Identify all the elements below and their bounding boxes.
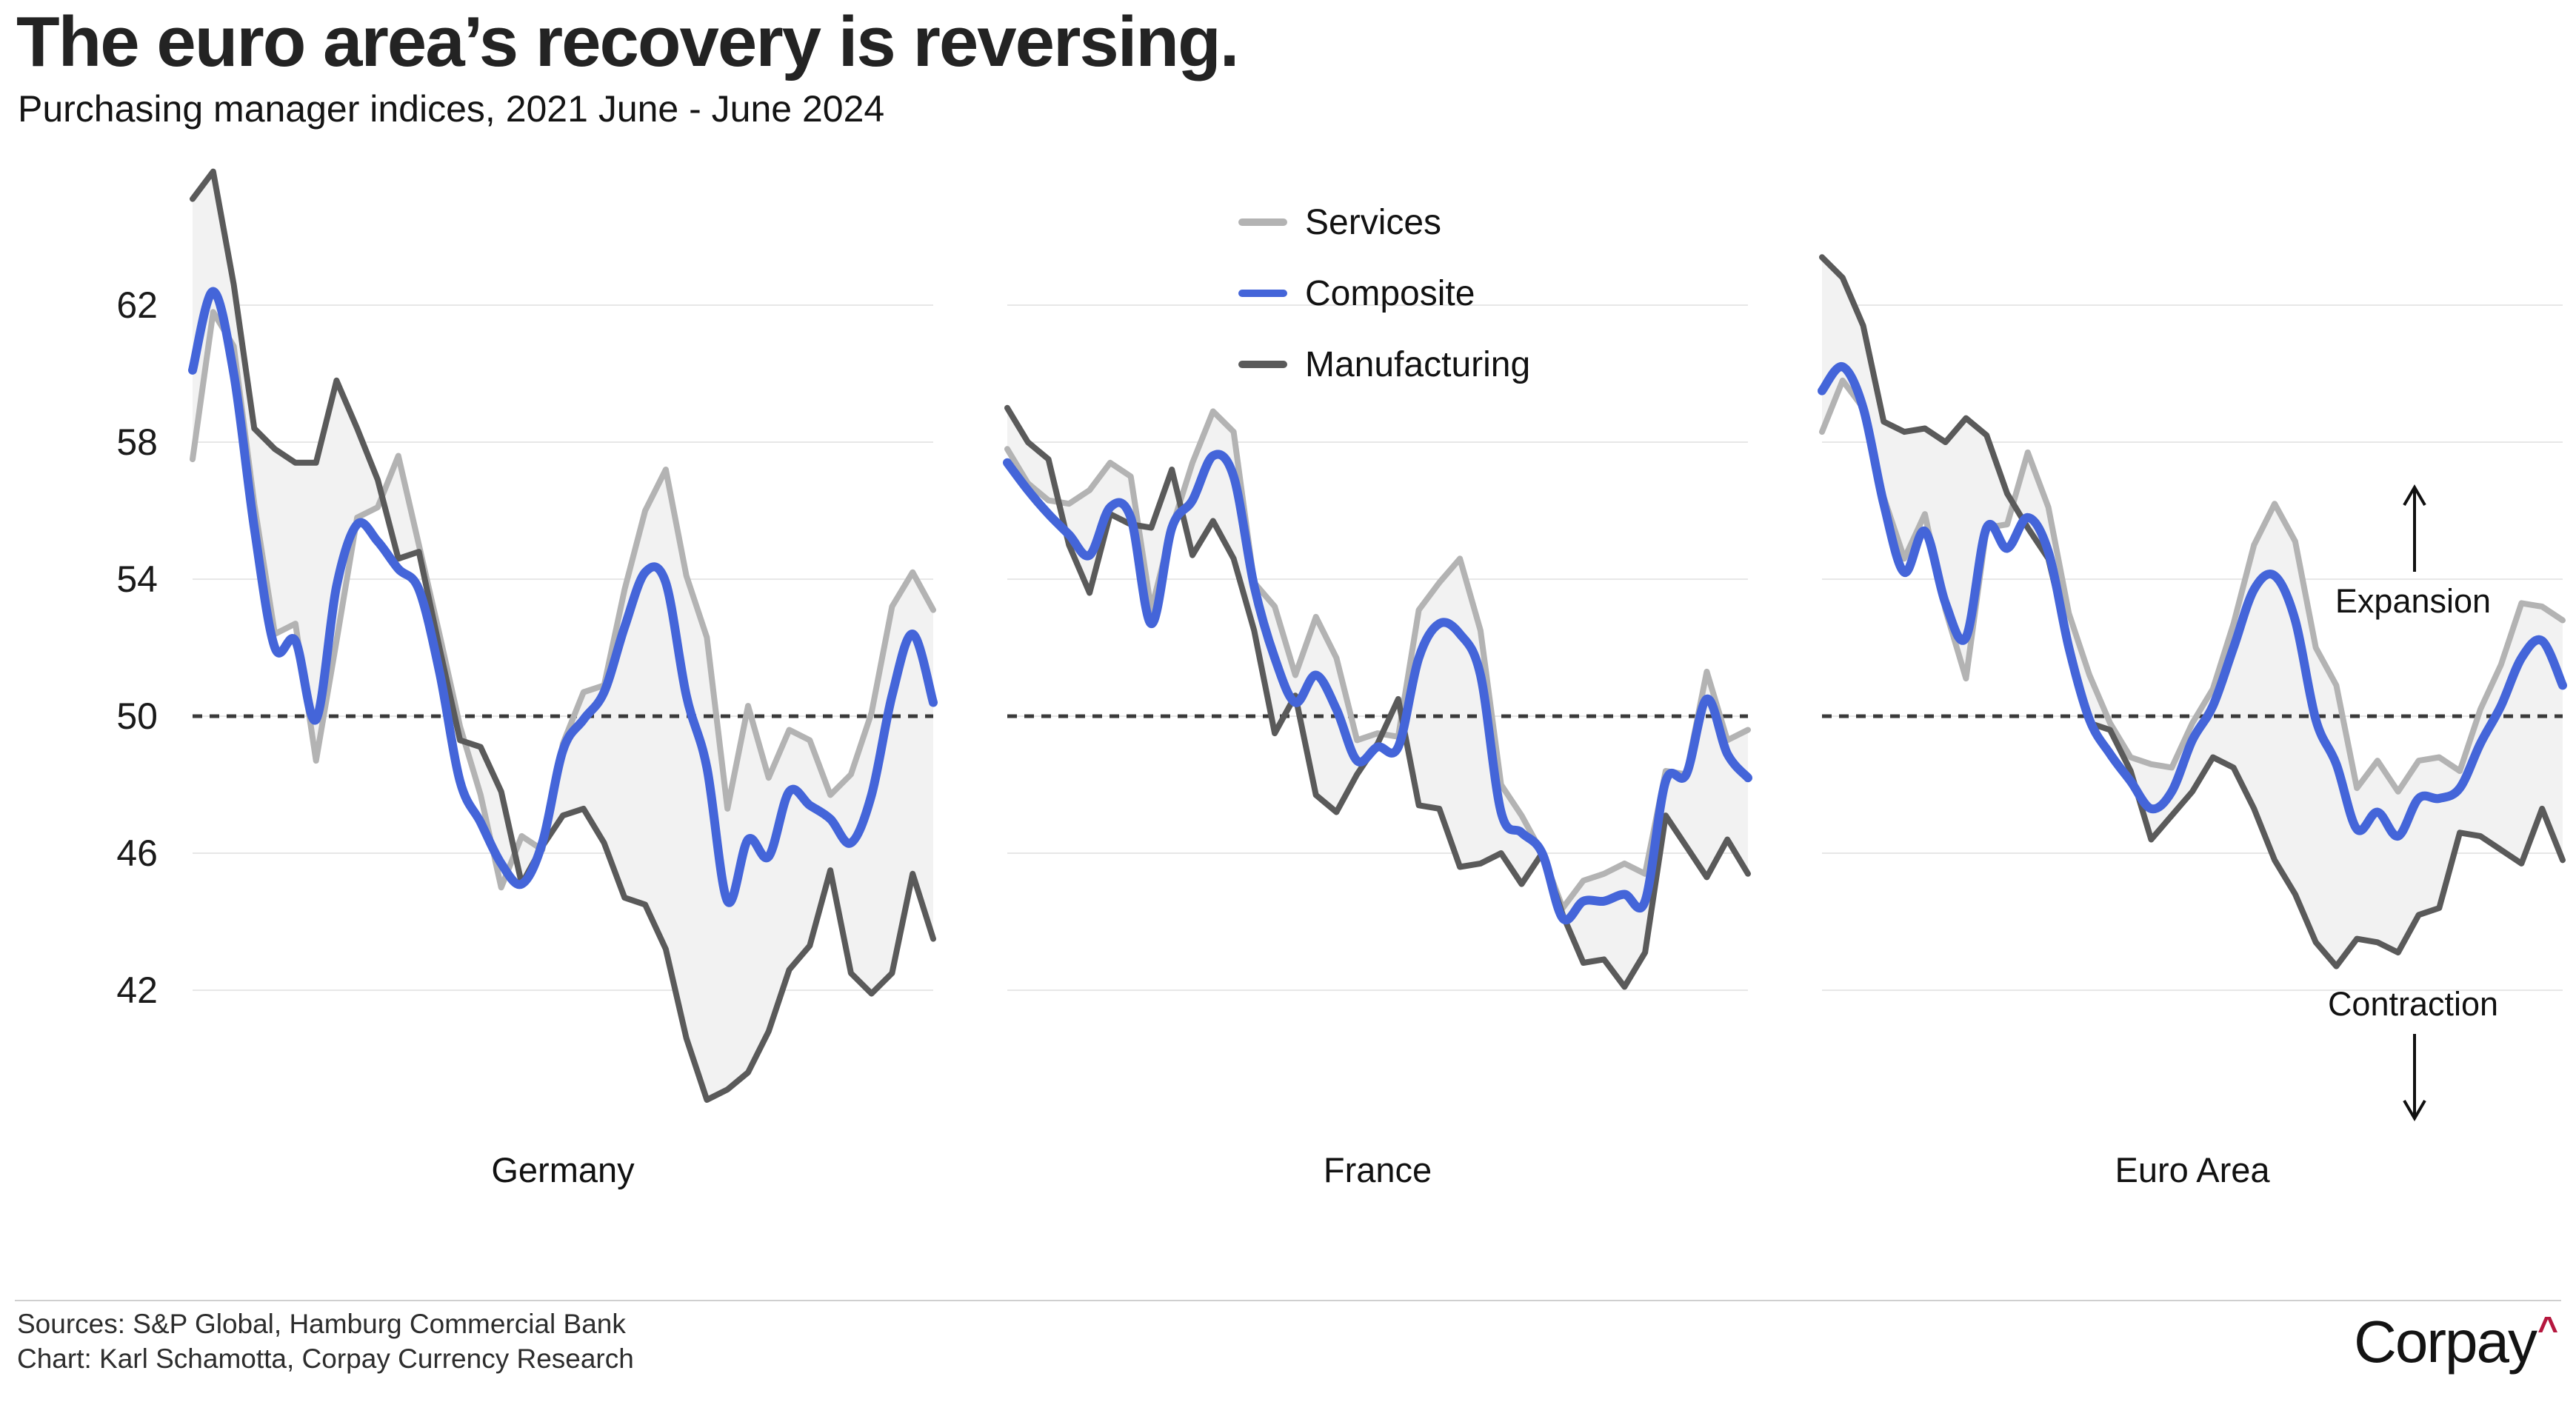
chart-credit-line: Chart: Karl Schamotta, Corpay Currency R…: [17, 1343, 634, 1374]
y-axis-label: 62: [116, 284, 158, 326]
contraction-annotation: Contraction: [2327, 985, 2499, 1023]
composite-line-swatch-icon: [1238, 290, 1287, 297]
page-subtitle: Purchasing manager indices, 2021 June - …: [18, 88, 885, 130]
legend-item-manufacturing: Manufacturing: [1238, 329, 1530, 400]
footer-credits: Sources: S&P Global, Hamburg Commercial …: [17, 1306, 634, 1376]
y-axis-label: 46: [116, 832, 158, 874]
expansion-annotation: Expansion: [2335, 582, 2492, 620]
panel-label-euro-area: Euro Area: [2115, 1150, 2270, 1189]
y-axis-label: 54: [116, 558, 158, 600]
up-arrow-icon: [2403, 484, 2426, 572]
chart-legend: Services Composite Manufacturing: [1238, 187, 1530, 400]
corpay-logo-text: Corpay: [2354, 1309, 2537, 1375]
legend-item-services: Services: [1238, 187, 1530, 258]
manufacturing-line-swatch-icon: [1238, 361, 1287, 368]
page-title: The euro area’s recovery is reversing.: [16, 2, 1239, 81]
panel-label-germany: Germany: [491, 1150, 635, 1189]
legend-item-composite: Composite: [1238, 258, 1530, 329]
legend-label: Composite: [1305, 273, 1475, 313]
down-arrow-icon: [2403, 1034, 2426, 1121]
sources-line: Sources: S&P Global, Hamburg Commercial …: [17, 1309, 626, 1339]
legend-label: Manufacturing: [1305, 344, 1531, 384]
panel-label-france: France: [1323, 1150, 1432, 1189]
footer-divider: [15, 1300, 2561, 1301]
corpay-logo-caret-icon: ^: [2537, 1310, 2558, 1350]
services-line-swatch-icon: [1238, 218, 1287, 226]
y-axis-label: 50: [116, 695, 158, 737]
legend-label: Services: [1305, 202, 1442, 242]
corpay-logo: Corpay^: [2354, 1308, 2558, 1376]
y-axis-label: 42: [116, 969, 158, 1011]
y-axis-label: 58: [116, 421, 158, 463]
